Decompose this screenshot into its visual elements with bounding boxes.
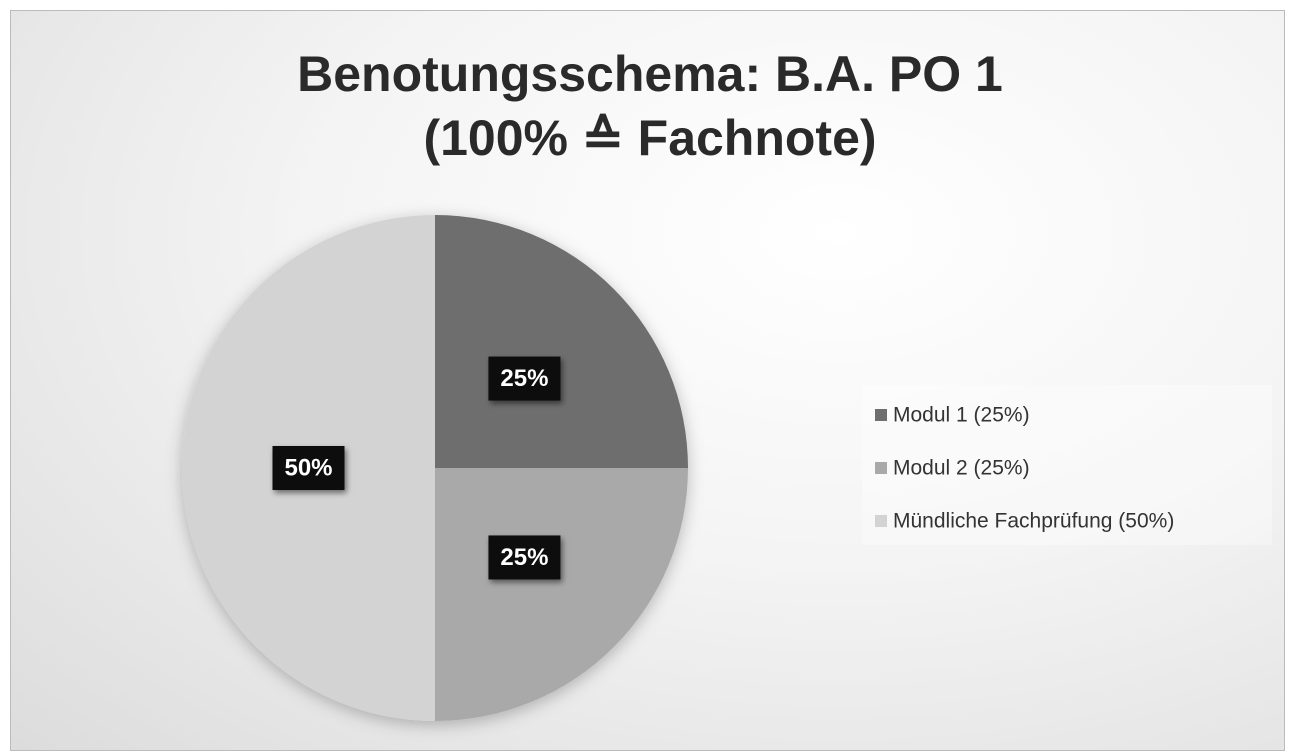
data-label: 25% <box>500 544 548 571</box>
data-label: 25% <box>500 365 548 392</box>
legend-box <box>862 385 1272 545</box>
data-label-box <box>488 356 561 401</box>
chart-title: Benotungsschema: B.A. PO 1 <box>297 46 1003 102</box>
pie <box>182 215 688 721</box>
chart-subtitle: (100% ≙ Fachnote) <box>423 110 876 166</box>
legend-key <box>875 409 887 421</box>
data-label-box <box>272 446 345 490</box>
legend-key <box>875 462 887 474</box>
legend-label: Modul 1 (25%) <box>893 404 1030 427</box>
legend-label: Mündliche Fachprüfung (50%) <box>893 510 1174 533</box>
legend-label: Modul 2 (25%) <box>893 457 1030 480</box>
pie-slice <box>435 215 688 468</box>
data-label-box <box>488 535 561 580</box>
legend-key <box>875 515 887 527</box>
pie-slice <box>435 468 688 721</box>
data-label: 50% <box>284 454 332 481</box>
